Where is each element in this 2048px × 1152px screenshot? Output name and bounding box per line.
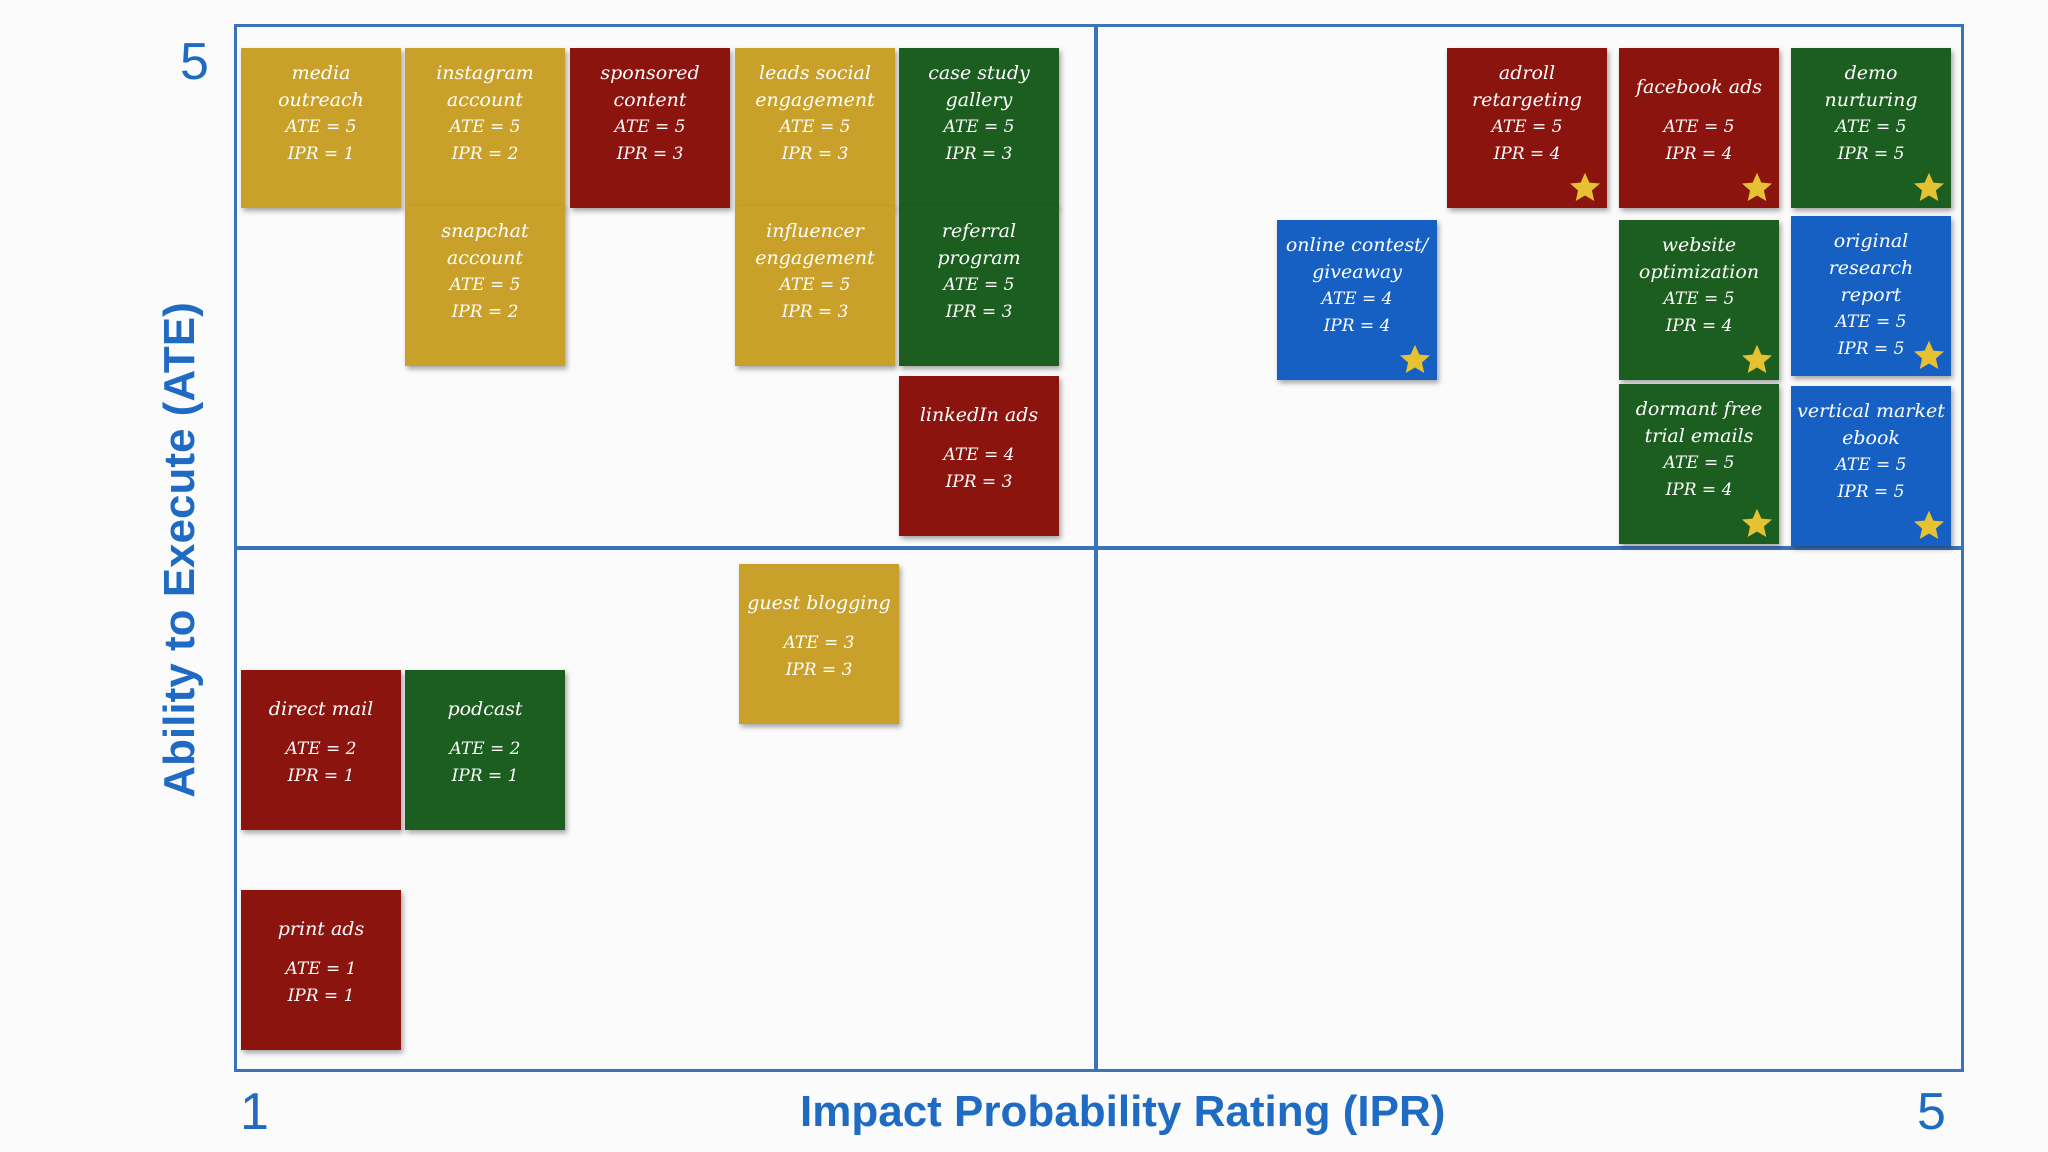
star-icon	[1911, 338, 1947, 374]
note-ipr-score: IPR = 4	[1323, 316, 1391, 336]
note-ate-score: ATE = 5	[943, 275, 1015, 295]
note-title: guest blogging	[747, 591, 891, 614]
sticky-note: sponsored content ATE = 5 IPR = 3	[570, 48, 730, 208]
note-ate-score: ATE = 2	[285, 739, 357, 759]
sticky-note: podcast ATE = 2 IPR = 1	[405, 670, 565, 830]
note-title: vertical market ebook	[1797, 400, 1945, 449]
note-ate-score: ATE = 5	[1663, 453, 1735, 473]
note-ipr-score: IPR = 1	[287, 144, 355, 164]
star-icon	[1567, 170, 1603, 206]
sticky-note: case study gallery ATE = 5 IPR = 3	[899, 48, 1059, 208]
note-title: referral program	[937, 220, 1021, 269]
note-title: demo nurturing	[1824, 62, 1918, 111]
sticky-note: media outreach ATE = 5 IPR = 1	[241, 48, 401, 208]
x-axis-label: Impact Probability Rating (IPR)	[800, 1087, 1446, 1136]
star-icon	[1739, 170, 1775, 206]
note-ate-score: ATE = 5	[1835, 312, 1907, 332]
note-title: snapchat account	[441, 220, 529, 269]
note-ate-score: ATE = 5	[1835, 455, 1907, 475]
sticky-note: leads social engagement ATE = 5 IPR = 3	[735, 48, 895, 208]
note-ipr-score: IPR = 1	[451, 766, 519, 786]
note-ate-score: ATE = 5	[779, 275, 851, 295]
star-icon	[1739, 342, 1775, 378]
note-ipr-score: IPR = 3	[785, 660, 853, 680]
sticky-note: website optimization ATE = 5 IPR = 4	[1619, 220, 1779, 380]
note-title: dormant free trial emails	[1635, 398, 1763, 447]
note-ate-score: ATE = 5	[449, 275, 521, 295]
sticky-note: guest blogging ATE = 3 IPR = 3	[739, 564, 899, 724]
note-ipr-score: IPR = 4	[1493, 144, 1561, 164]
sticky-note: adroll retargeting ATE = 5 IPR = 4	[1447, 48, 1607, 208]
y-axis-label: Ability to Execute (ATE)	[155, 302, 204, 798]
note-title: direct mail	[268, 697, 374, 720]
note-ipr-score: IPR = 2	[451, 144, 519, 164]
sticky-note: instagram account ATE = 5 IPR = 2	[405, 48, 565, 208]
note-ipr-score: IPR = 4	[1665, 316, 1733, 336]
note-ate-score: ATE = 5	[1491, 117, 1563, 137]
note-title: linkedIn ads	[919, 403, 1039, 426]
sticky-note: direct mail ATE = 2 IPR = 1	[241, 670, 401, 830]
note-ipr-score: IPR = 1	[287, 986, 355, 1006]
sticky-note: linkedIn ads ATE = 4 IPR = 3	[899, 376, 1059, 536]
sticky-note: online contest/ giveaway ATE = 4 IPR = 4	[1277, 220, 1437, 380]
note-title: online contest/ giveaway	[1285, 234, 1429, 283]
note-ipr-score: IPR = 3	[616, 144, 684, 164]
sticky-note: original research report ATE = 5 IPR = 5	[1791, 216, 1951, 376]
note-ipr-score: IPR = 2	[451, 302, 519, 322]
note-ipr-score: IPR = 3	[945, 144, 1013, 164]
star-icon	[1397, 342, 1433, 378]
note-ate-score: ATE = 5	[285, 117, 357, 137]
star-icon	[1739, 506, 1775, 542]
x-axis-min: 1	[240, 1083, 269, 1141]
note-title: adroll retargeting	[1472, 62, 1582, 111]
note-title: case study gallery	[928, 62, 1030, 111]
sticky-note: demo nurturing ATE = 5 IPR = 5	[1791, 48, 1951, 208]
sticky-note: snapchat account ATE = 5 IPR = 2	[405, 206, 565, 366]
note-ate-score: ATE = 5	[1835, 117, 1907, 137]
note-title: facebook ads	[1635, 75, 1763, 98]
note-ate-score: ATE = 3	[783, 633, 855, 653]
note-ate-score: ATE = 5	[614, 117, 686, 137]
note-ate-score: ATE = 1	[285, 959, 357, 979]
note-ate-score: ATE = 5	[943, 117, 1015, 137]
note-title: original research report	[1828, 230, 1914, 306]
note-title: print ads	[277, 917, 365, 940]
note-ate-score: ATE = 5	[779, 117, 851, 137]
note-ipr-score: IPR = 3	[781, 302, 849, 322]
y-axis-max: 5	[180, 33, 209, 91]
note-title: leads social engagement	[755, 62, 875, 111]
sticky-note: vertical market ebook ATE = 5 IPR = 5	[1791, 386, 1951, 546]
note-ipr-score: IPR = 5	[1837, 144, 1905, 164]
note-ate-score: ATE = 5	[1663, 289, 1735, 309]
note-title: media outreach	[278, 62, 364, 111]
sticky-note: influencer engagement ATE = 5 IPR = 3	[735, 206, 895, 366]
note-ate-score: ATE = 5	[449, 117, 521, 137]
note-ate-score: ATE = 4	[943, 445, 1015, 465]
note-title: influencer engagement	[755, 220, 875, 269]
sticky-note: print ads ATE = 1 IPR = 1	[241, 890, 401, 1050]
note-ipr-score: IPR = 4	[1665, 144, 1733, 164]
note-title: website optimization	[1638, 234, 1760, 283]
note-ipr-score: IPR = 5	[1837, 482, 1905, 502]
note-title: instagram account	[436, 62, 534, 111]
note-ipr-score: IPR = 3	[945, 472, 1013, 492]
note-ipr-score: IPR = 3	[945, 302, 1013, 322]
note-title: sponsored content	[600, 62, 700, 111]
note-ipr-score: IPR = 5	[1837, 339, 1905, 359]
sticky-note: referral program ATE = 5 IPR = 3	[899, 206, 1059, 366]
note-ipr-score: IPR = 3	[781, 144, 849, 164]
x-axis-max: 5	[1917, 1083, 1946, 1141]
note-ate-score: ATE = 4	[1321, 289, 1393, 309]
star-icon	[1911, 170, 1947, 206]
note-ate-score: ATE = 2	[449, 739, 521, 759]
sticky-note: dormant free trial emails ATE = 5 IPR = 4	[1619, 384, 1779, 544]
star-icon	[1911, 508, 1947, 544]
note-ate-score: ATE = 5	[1663, 117, 1735, 137]
note-title: podcast	[447, 697, 523, 720]
note-ipr-score: IPR = 4	[1665, 480, 1733, 500]
sticky-note: facebook ads ATE = 5 IPR = 4	[1619, 48, 1779, 208]
note-ipr-score: IPR = 1	[287, 766, 355, 786]
horizontal-divider	[234, 546, 1964, 550]
